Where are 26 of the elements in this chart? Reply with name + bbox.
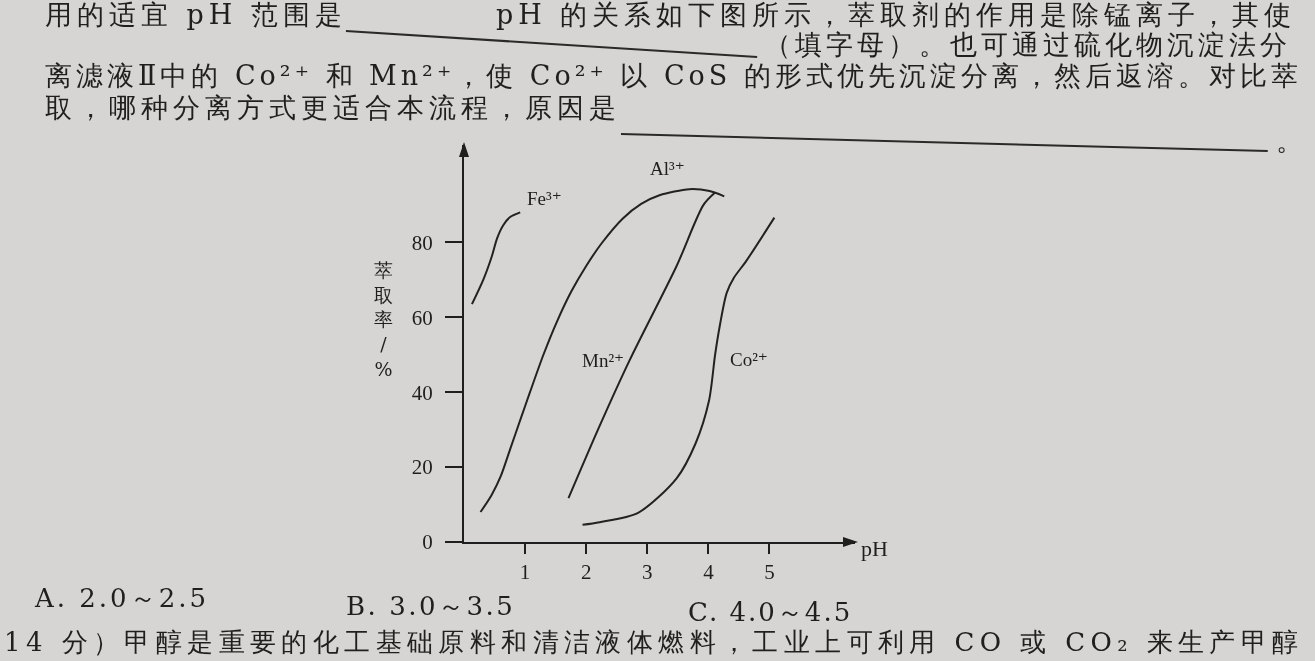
text: 用的适宜 pH 范围是	[45, 0, 347, 30]
text: 。	[1276, 125, 1303, 156]
series-label: Mn²⁺	[582, 350, 625, 371]
y-tick-label: 80	[411, 230, 433, 255]
text: B. 3.0～3.5	[346, 591, 516, 621]
x-tick-label: 1	[519, 560, 531, 585]
text: 14 分）甲醇是重要的化工基础原料和清洁液体燃料，工业上可利用 CO 或 CO₂ 来生产甲醇	[4, 627, 1304, 657]
x-tick-label: 5	[764, 560, 775, 585]
text: 离滤液Ⅱ中的 Co²⁺ 和 Mn²⁺，使 Co²⁺ 以 CoS 的形式优先沉淀分离，然后返溶。对比萃	[45, 60, 1302, 91]
y-tick-label: 0	[422, 530, 433, 555]
series-label: Co²⁺	[730, 349, 768, 370]
series-label: Fe³⁺	[527, 188, 562, 209]
y-tick-label: 40	[411, 380, 433, 405]
text: （填字母）。也可通过硫化物沉淀法分	[764, 29, 1291, 60]
y-axis-title: 萃取率/%	[374, 259, 393, 380]
x-tick-label: 4	[703, 560, 715, 585]
y-tick-label: 20	[411, 455, 433, 480]
series-label: Al³⁺	[650, 158, 685, 179]
text: 取，哪种分离方式更适合本流程，原因是	[45, 92, 621, 123]
x-tick-label: 3	[642, 560, 653, 585]
y-tick-label: 60	[411, 305, 433, 330]
x-tick-label: 2	[580, 560, 592, 585]
x-axis-title: pH	[861, 536, 888, 561]
text: pH 的关系如下图所示，萃取剂的作用是除锰离子，其使	[496, 0, 1297, 30]
text: C. 4.0～4.5	[688, 597, 853, 627]
text: A. 2.0～2.5	[35, 583, 210, 613]
